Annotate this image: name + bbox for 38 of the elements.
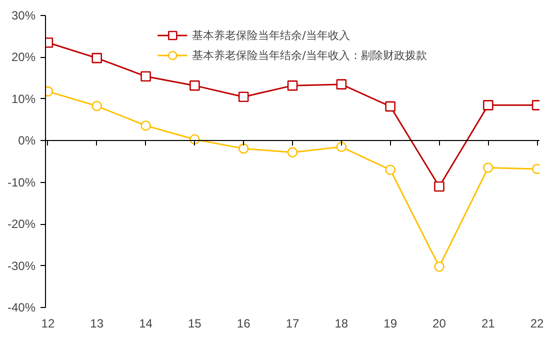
- y-tick-label: 10%: [11, 92, 36, 106]
- x-tick-label: 18: [334, 316, 348, 330]
- legend-label: 基本养老保险当年结余/当年收入: [192, 28, 350, 42]
- point: [92, 100, 102, 112]
- x-tick-label: 19: [384, 316, 398, 330]
- point: [140, 71, 151, 82]
- point: [385, 101, 396, 112]
- point: [434, 181, 444, 192]
- y-tick-label: 30%: [11, 8, 36, 22]
- point: [287, 80, 298, 91]
- y-tick-label: 20%: [11, 50, 36, 64]
- point: [238, 143, 249, 154]
- y-tick-label: -40%: [7, 300, 36, 314]
- x-tick-label: 22: [530, 316, 544, 330]
- y-tick-label: -30%: [7, 258, 36, 273]
- y-tick-label: 0%: [18, 134, 36, 148]
- x-tick-label: 17: [286, 316, 300, 330]
- y-tick-label: -10%: [7, 175, 36, 190]
- point: [238, 92, 249, 102]
- point: [336, 79, 347, 90]
- x-tick-label: 16: [236, 316, 251, 330]
- x-tick-label: 20: [432, 316, 446, 330]
- point: [385, 164, 396, 175]
- point: [140, 120, 151, 131]
- point: [287, 147, 298, 158]
- point: [482, 162, 494, 173]
- x-tick-label: 14: [139, 316, 153, 330]
- point: [92, 52, 102, 64]
- x-tick-label: 12: [41, 316, 55, 330]
- x-tick-label: 21: [481, 316, 496, 330]
- legend-label: 基本养老保险当年结余/当年收入：剔除财政拨款: [192, 48, 427, 62]
- point: [482, 100, 494, 110]
- point: [336, 142, 347, 152]
- point: [190, 80, 200, 91]
- x-tick-label: 13: [90, 316, 104, 330]
- point: [434, 261, 444, 272]
- y-tick-label: -20%: [7, 217, 36, 232]
- x-tick-label: 15: [188, 316, 202, 330]
